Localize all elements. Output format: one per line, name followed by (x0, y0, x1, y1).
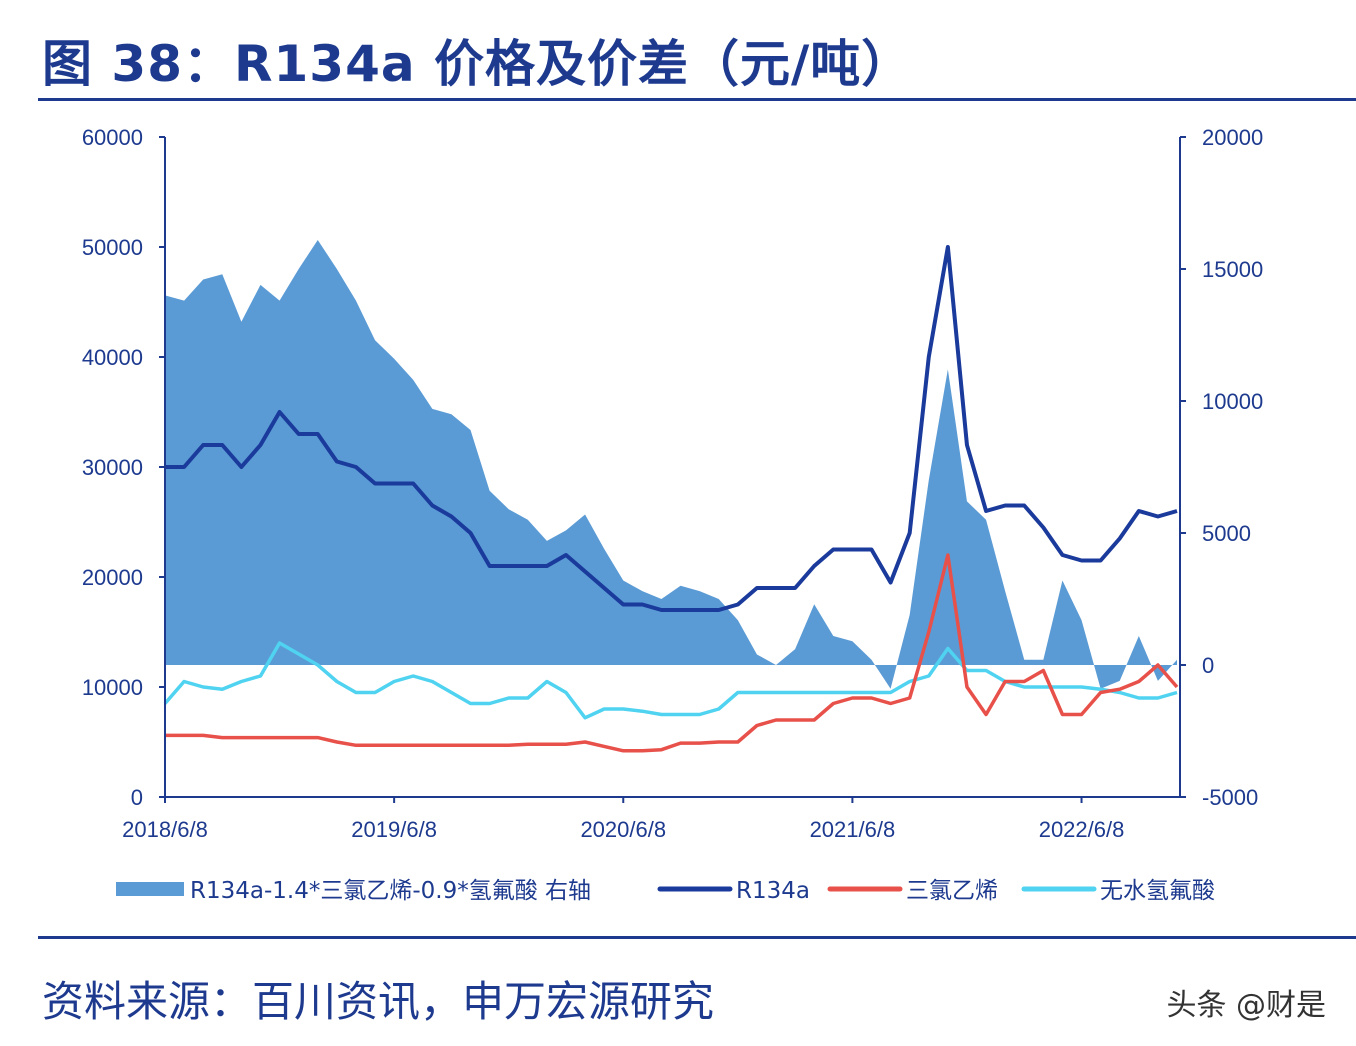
right-tick-label: 5000 (1202, 521, 1251, 546)
chart: 0 10000 20000 30000 40000 50000 60000 -5000 0 500… (82, 125, 1263, 904)
watermark: 头条 @财是 (1166, 988, 1326, 1023)
x-tick-label: 2020/6/8 (580, 817, 666, 842)
legend-label: 无水氢氟酸 (1100, 878, 1215, 904)
legend-label: 三氯乙烯 (906, 878, 998, 904)
legend-label: R134a-1.4*三氯乙烯-0.9*氢氟酸 右轴 (190, 878, 591, 904)
left-tick-label: 50000 (82, 235, 143, 260)
right-tick-label: 10000 (1202, 389, 1263, 414)
series-line-2 (165, 553, 1179, 753)
x-tick-label: 2021/6/8 (810, 817, 896, 842)
chart-title: 图 38：R134a 价格及价差（元/吨） (42, 35, 913, 93)
x-tick-label: 2019/6/8 (351, 817, 437, 842)
left-tick-label: 10000 (82, 675, 143, 700)
left-tick-label: 40000 (82, 345, 143, 370)
right-tick-label: -5000 (1202, 785, 1258, 810)
legend-swatch-area (116, 882, 184, 896)
x-tick-label: 2018/6/8 (122, 817, 208, 842)
left-tick-label: 60000 (82, 125, 143, 150)
x-tick-label: 2022/6/8 (1039, 817, 1125, 842)
left-tick-label: 20000 (82, 565, 143, 590)
left-tick-label: 0 (131, 785, 143, 810)
legend-label: R134a (736, 878, 810, 904)
left-tick-label: 30000 (82, 455, 143, 480)
right-tick-label: 20000 (1202, 125, 1263, 150)
bottom-rule (38, 936, 1356, 939)
series-line-1 (165, 245, 1178, 612)
right-tick-label: 15000 (1202, 257, 1263, 282)
right-tick-label: 0 (1202, 653, 1214, 678)
top-rule (38, 98, 1356, 101)
source-note: 资料来源：百川资讯，申万宏源研究 (42, 977, 715, 1026)
series-area-spread (165, 239, 1177, 689)
